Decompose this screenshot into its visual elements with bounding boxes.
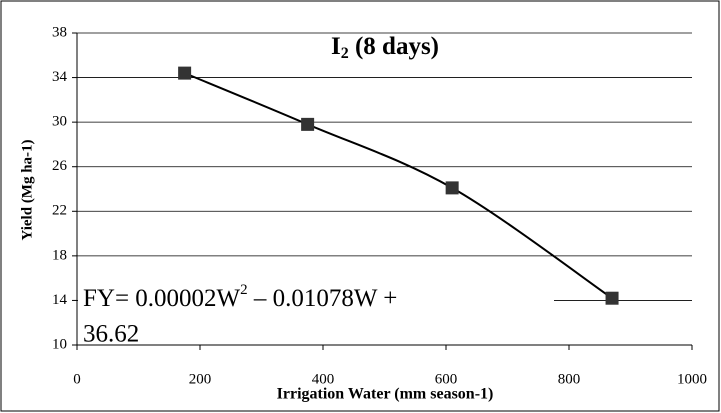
chart-title: I2 (8 days) bbox=[331, 33, 439, 62]
y-tick-label: 26 bbox=[52, 158, 68, 174]
title-part: (8 days) bbox=[349, 33, 439, 60]
annotation-part: 2 bbox=[240, 282, 248, 298]
x-tick-label: 800 bbox=[558, 371, 581, 387]
marker bbox=[301, 117, 315, 131]
y-tick-label: 30 bbox=[52, 114, 67, 130]
title-part: I bbox=[331, 33, 341, 60]
y-tick-label: 10 bbox=[52, 336, 67, 352]
annotation-line: FY= 0.00002W2 – 0.01078W + bbox=[83, 282, 397, 311]
annotation: FY= 0.00002W2 – 0.01078W + 36.62 bbox=[78, 282, 554, 348]
x-tick-label: 400 bbox=[312, 371, 335, 387]
x-tick-label: 200 bbox=[189, 371, 212, 387]
x-axis-label: Irrigation Water (mm season-1) bbox=[277, 386, 494, 403]
x-tick-label: 1000 bbox=[677, 371, 707, 387]
marker bbox=[445, 181, 459, 195]
y-tick-label: 34 bbox=[52, 69, 68, 85]
annotation-box bbox=[78, 282, 554, 344]
y-tick-label: 18 bbox=[52, 247, 67, 263]
y-tick-label: 38 bbox=[52, 24, 67, 40]
y-tick-label: 14 bbox=[52, 292, 68, 308]
marker bbox=[605, 291, 619, 305]
y-tick-label: 22 bbox=[52, 203, 67, 219]
x-tick-label: 0 bbox=[73, 371, 81, 387]
marks bbox=[178, 66, 619, 305]
x-tick-label: 600 bbox=[435, 371, 458, 387]
annotation-text: FY= 0.00002W2 – 0.01078W + 36.62 bbox=[83, 282, 397, 348]
annotation-part: FY= 0.00002W bbox=[83, 285, 241, 312]
y-axis-label: Yield (Mg ha-1) bbox=[19, 139, 35, 240]
title-sub: 2 bbox=[341, 45, 349, 62]
annotation-part: – 0.01078W + bbox=[248, 285, 398, 312]
annotation-line: 36.62 bbox=[83, 321, 139, 348]
marker bbox=[178, 66, 192, 80]
trendline bbox=[184, 72, 613, 300]
